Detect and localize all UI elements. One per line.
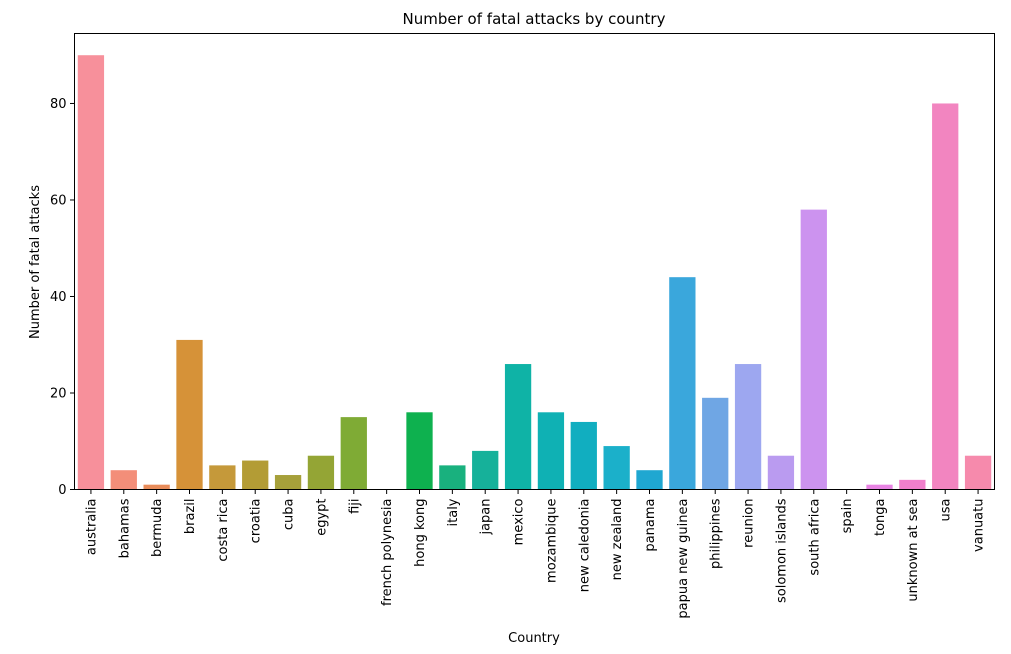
y-axis-label: Number of fatal attacks (28, 185, 43, 339)
bar-unknown-at-sea (899, 479, 926, 490)
x-axis: australia bahamas bermuda brazil costa rica c… (84, 489, 987, 619)
bar-reunion (734, 364, 762, 490)
bar-philippines (702, 397, 729, 490)
x-tick-label: new caledonia (577, 499, 592, 593)
x-tick-label: spain (840, 499, 855, 534)
bar-new-zealand (603, 446, 630, 490)
x-tick-label: french polynesia (380, 499, 395, 607)
bar-bahamas (110, 470, 137, 490)
y-tick-label: 60 (50, 193, 67, 208)
plot-frame (74, 33, 995, 490)
bar-cuba (274, 475, 302, 490)
x-tick-label: brazil (183, 499, 198, 535)
x-tick-label: reunion (742, 499, 757, 548)
bar-fiji (340, 417, 367, 490)
bar-new-caledonia (570, 421, 597, 490)
x-tick-label: bermuda (150, 499, 165, 558)
x-tick-label: mozambique (544, 499, 559, 583)
x-tick-label: usa (939, 499, 954, 522)
y-tick-label: 40 (50, 290, 67, 305)
x-tick-label: mexico (512, 498, 527, 545)
x-tick-label: bahamas (117, 498, 132, 558)
bar-vanuatu (964, 455, 992, 490)
x-tick-label: italy (446, 498, 461, 526)
y-tick-label: 80 (50, 97, 67, 112)
bar-brazil (176, 339, 203, 490)
bar-solomon-islands (767, 455, 795, 490)
y-tick-label: 0 (58, 483, 66, 498)
bar-tonga (866, 484, 893, 490)
bar-panama (636, 470, 663, 490)
x-tick-label: egypt (314, 499, 329, 536)
x-tick-label: unknown at sea (906, 499, 921, 602)
bar-papua-new-guinea (669, 277, 696, 490)
x-tick-label: fiji (347, 499, 362, 514)
bar-costa-rica (209, 465, 236, 490)
bars-group (77, 55, 992, 490)
bar-egypt (307, 455, 335, 490)
bar-mozambique (537, 412, 565, 490)
x-tick-label: solomon islands (774, 498, 789, 603)
bar-usa (932, 103, 959, 490)
x-tick-label: hong kong (413, 499, 428, 567)
bar-croatia (242, 460, 269, 490)
y-axis: 0 20 40 60 80 (50, 97, 75, 498)
bar-south-africa (800, 209, 827, 490)
x-tick-label: papua new guinea (676, 499, 691, 619)
bar-italy (439, 465, 466, 490)
x-tick-label: south africa (807, 499, 822, 576)
bar-hong-kong (406, 412, 433, 490)
x-tick-label: new zealand (610, 499, 625, 581)
x-tick-label: costa rica (216, 499, 231, 562)
bar-bermuda (143, 484, 170, 490)
y-tick-label: 20 (50, 386, 67, 401)
bar-mexico (504, 364, 532, 490)
x-tick-label: panama (643, 499, 658, 552)
chart-title: Number of fatal attacks by country (403, 10, 666, 28)
bar-australia (77, 55, 105, 490)
x-tick-label: australia (84, 499, 99, 556)
x-tick-label: japan (479, 499, 494, 536)
x-tick-label: vanuatu (972, 499, 987, 552)
bar-japan (472, 450, 499, 490)
x-tick-label: tonga (873, 499, 888, 537)
x-tick-label: philippines (709, 498, 724, 569)
x-axis-label: Country (508, 631, 560, 646)
x-tick-label: cuba (282, 499, 297, 531)
x-tick-label: croatia (249, 499, 264, 544)
